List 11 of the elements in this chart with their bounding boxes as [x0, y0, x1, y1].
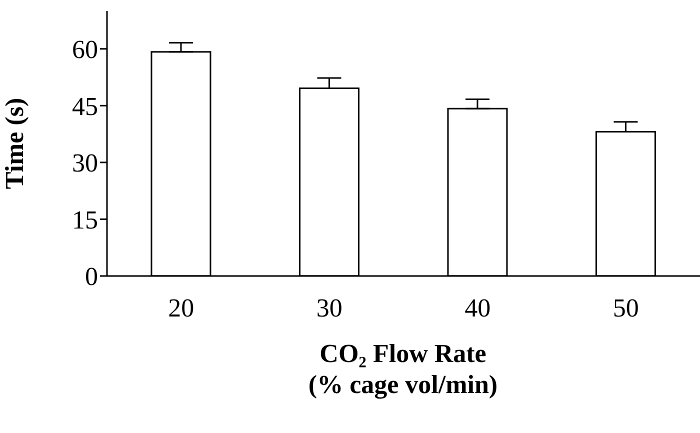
y-tick-label: 45 [72, 92, 98, 121]
y-tick-label: 60 [72, 35, 98, 64]
x-tick-label: 40 [464, 293, 491, 322]
x-tick-label: 30 [316, 293, 342, 322]
x-tick-label: 50 [612, 293, 639, 322]
y-tick-label: 30 [72, 148, 98, 178]
y-axis-title: Time (s) [0, 98, 30, 190]
y-tick-label: 0 [85, 262, 98, 292]
y-tick-label: 15 [72, 205, 98, 234]
x-axis-title: CO₂ Flow Rate (% cage vol/min) [308, 339, 498, 399]
x-tick-label: 20 [168, 293, 194, 322]
